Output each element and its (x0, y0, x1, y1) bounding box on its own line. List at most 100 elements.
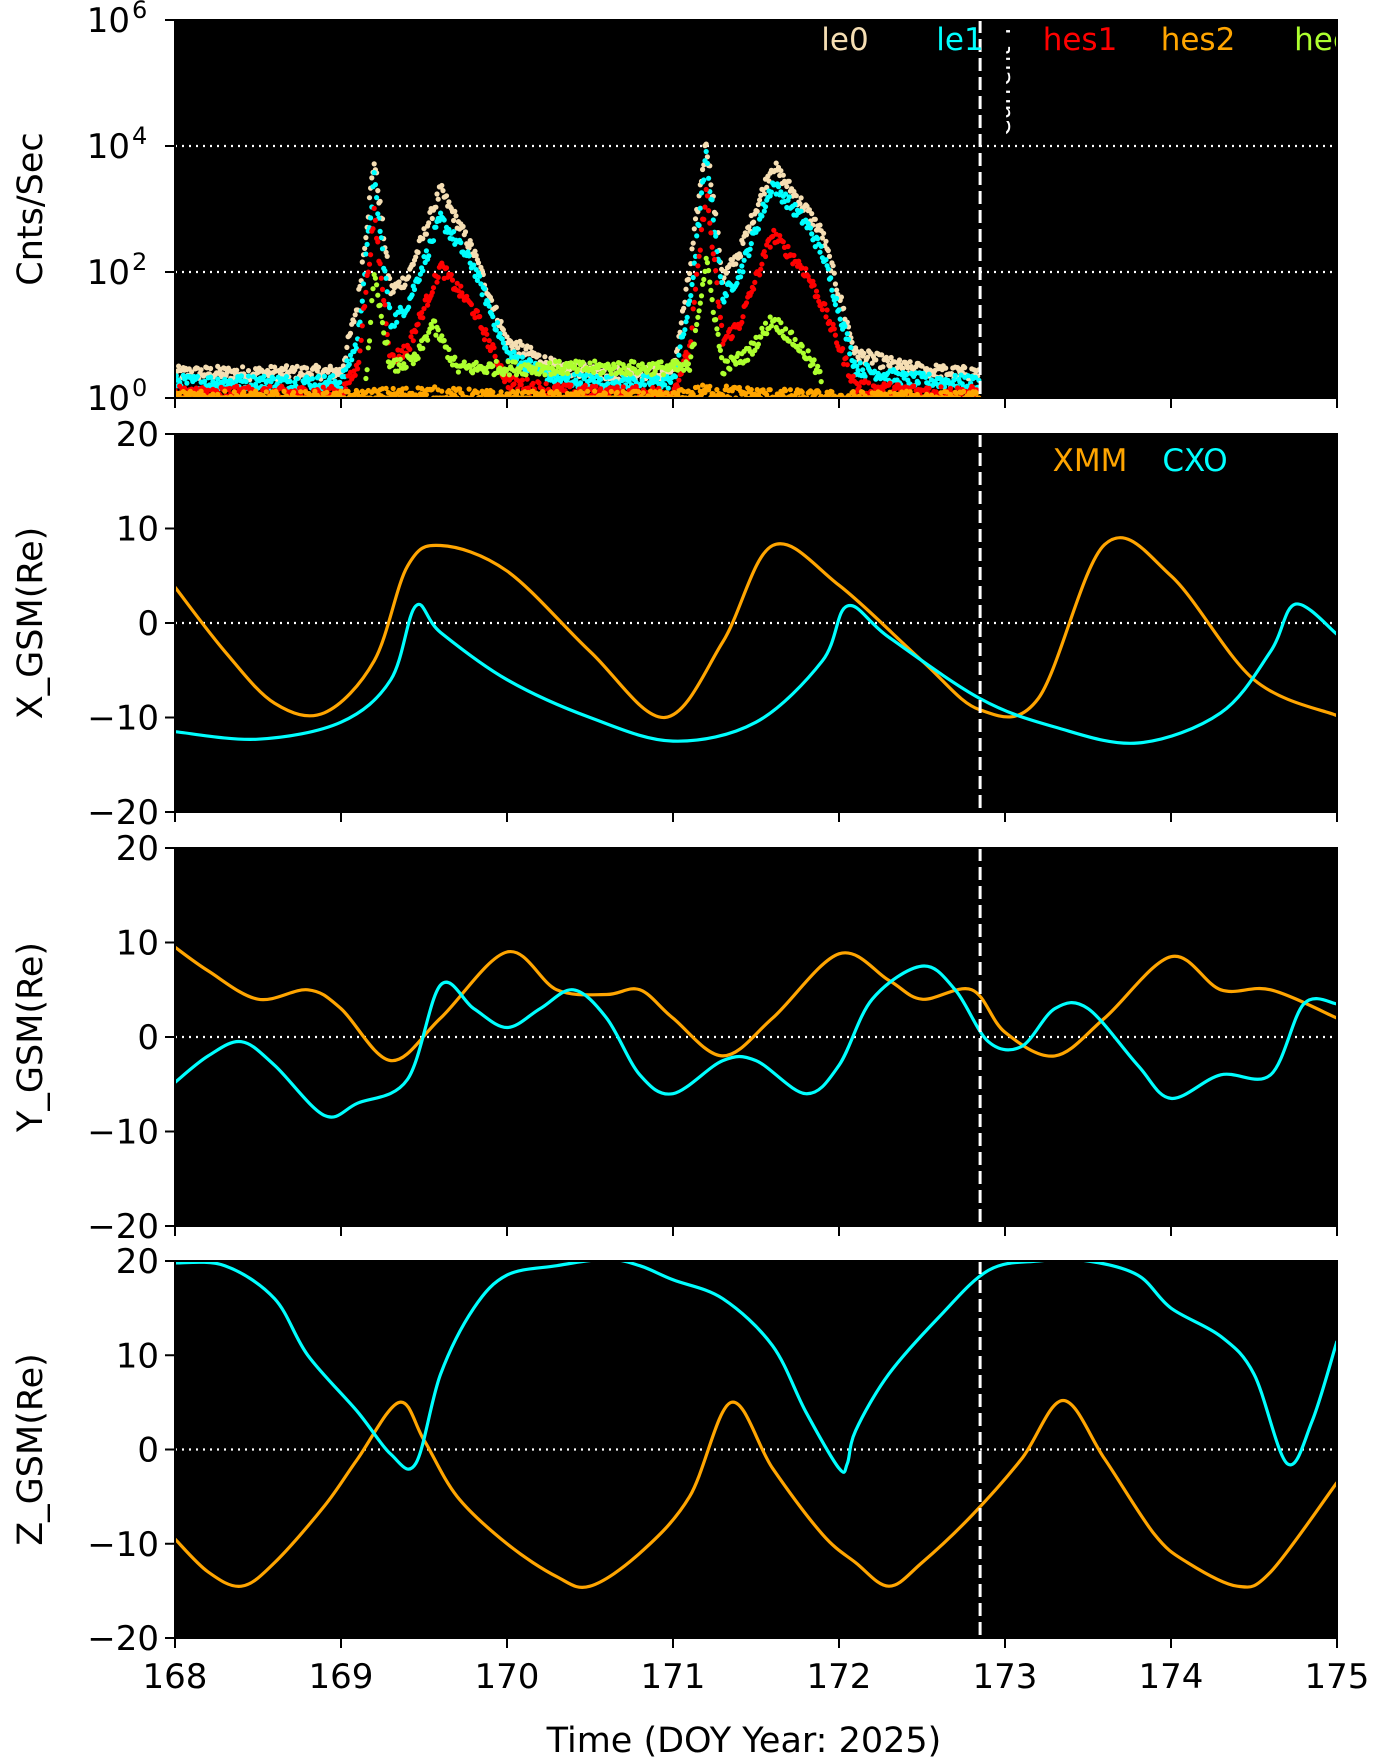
point-le1 (194, 373, 201, 380)
point-le0 (413, 254, 419, 260)
point-le0 (443, 193, 450, 199)
point-hes1 (703, 186, 709, 193)
point-le0 (453, 213, 459, 219)
point-hes1 (492, 353, 498, 359)
point-le0 (435, 196, 441, 202)
point-hes1 (267, 383, 273, 389)
point-hes1 (696, 253, 702, 259)
point-hes1 (752, 279, 758, 285)
point-le0 (452, 208, 458, 214)
x-tick-label: 170 (475, 1657, 540, 1697)
point-hes1 (375, 239, 381, 245)
point-hes1 (407, 346, 413, 352)
point-hes1 (691, 299, 697, 305)
point-hec (715, 331, 721, 337)
point-hes1 (226, 385, 233, 392)
point-hes1 (856, 384, 862, 390)
point-le1 (378, 235, 384, 241)
point-hec (379, 320, 386, 326)
legend-le0: le0 (821, 22, 868, 58)
point-hes1 (458, 283, 464, 289)
point-hes1 (368, 252, 374, 258)
point-hes1 (377, 261, 383, 267)
line-CXO (175, 602, 1337, 745)
point-le0 (315, 364, 322, 370)
point-le0 (475, 260, 482, 266)
point-hes2 (298, 389, 304, 395)
point-hes1 (543, 381, 549, 387)
point-le1 (748, 241, 754, 247)
point-hes2 (324, 389, 330, 395)
point-hes1 (843, 355, 849, 361)
point-le0 (446, 199, 452, 205)
point-le0 (885, 358, 891, 364)
point-le1 (421, 254, 427, 260)
point-hes1 (701, 216, 707, 222)
point-hec (600, 369, 606, 375)
point-hec (441, 337, 447, 344)
point-hes2 (312, 388, 318, 394)
point-hec (397, 356, 403, 362)
point-hes2 (608, 388, 614, 395)
series-group (175, 945, 1337, 1119)
point-hec (564, 370, 571, 377)
point-le1 (828, 275, 834, 281)
point-hes1 (474, 308, 480, 314)
point-le0 (798, 195, 804, 201)
point-le0 (351, 319, 357, 325)
point-hec (764, 331, 770, 337)
point-hec (614, 370, 620, 376)
point-hes2 (748, 387, 754, 393)
point-le1 (494, 320, 501, 326)
point-hes1 (716, 303, 722, 309)
point-le0 (234, 367, 240, 373)
point-hec (532, 365, 539, 371)
point-hec (811, 357, 817, 363)
point-le0 (528, 344, 534, 350)
point-le0 (462, 229, 469, 235)
point-hes1 (831, 326, 837, 332)
point-le1 (681, 331, 687, 337)
point-le1 (374, 195, 380, 201)
point-hes2 (439, 388, 445, 394)
point-hec (805, 348, 811, 354)
point-hes1 (415, 321, 421, 327)
point-hes1 (435, 274, 441, 280)
point-hes1 (193, 385, 199, 391)
point-le0 (359, 259, 365, 265)
point-hec (818, 379, 824, 385)
point-le1 (738, 274, 744, 280)
point-le0 (536, 352, 542, 358)
point-hes2 (887, 389, 893, 395)
point-le1 (926, 371, 932, 377)
point-le0 (439, 182, 445, 189)
point-hes1 (355, 366, 361, 372)
point-hes2 (585, 388, 591, 394)
point-le1 (698, 190, 705, 196)
point-hec (415, 355, 421, 361)
point-hec (439, 333, 445, 339)
point-hes1 (429, 289, 435, 296)
point-hec (572, 363, 578, 369)
point-le1 (721, 299, 727, 305)
point-le0 (272, 364, 278, 370)
point-hec (473, 359, 479, 365)
y-tick-label: 20 (116, 829, 159, 869)
y-tick-exponent: 4 (132, 122, 147, 150)
point-hes1 (593, 383, 599, 389)
point-le1 (676, 352, 682, 358)
y-tick-label: −20 (87, 1207, 159, 1247)
point-hec (506, 372, 512, 378)
point-le1 (384, 289, 390, 295)
point-le1 (416, 277, 422, 283)
y-tick-label: −20 (87, 1619, 159, 1659)
point-hes1 (371, 205, 377, 211)
point-hes2 (291, 389, 297, 395)
point-hes1 (486, 338, 492, 344)
point-le1 (854, 363, 860, 369)
point-hes1 (933, 389, 939, 395)
point-hec (547, 360, 553, 366)
point-hec (369, 298, 375, 304)
point-le0 (363, 235, 369, 241)
point-le0 (473, 252, 479, 259)
